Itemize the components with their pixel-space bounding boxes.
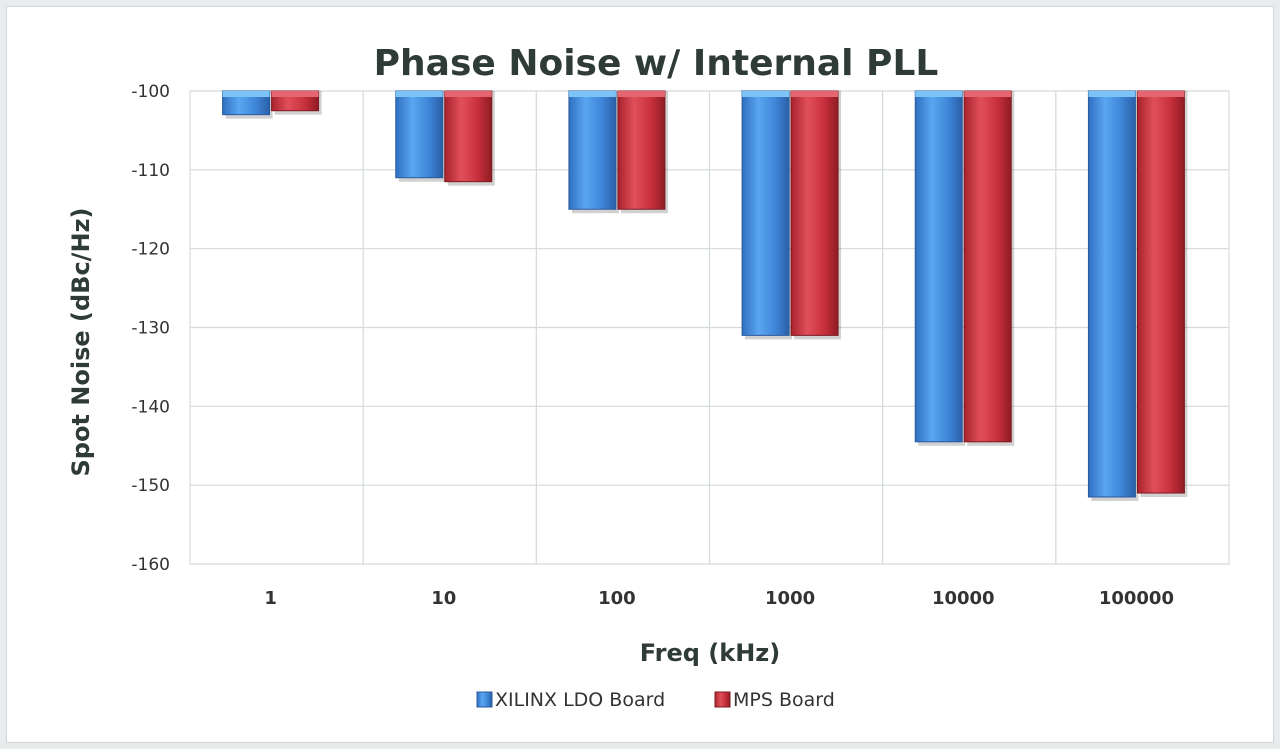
bar bbox=[568, 90, 617, 210]
bar-xilinx-10000 bbox=[914, 90, 966, 446]
x-tick-label: 10 bbox=[431, 588, 456, 609]
bar-mps-1000 bbox=[790, 90, 842, 340]
legend: XILINX LDO Board MPS Board bbox=[476, 689, 835, 711]
x-tick-label: 1000 bbox=[765, 588, 815, 609]
bar bbox=[617, 90, 666, 210]
bar-xilinx-100000 bbox=[1087, 90, 1139, 501]
bar-top-cap bbox=[222, 91, 270, 97]
bar-mps-1 bbox=[271, 90, 322, 115]
bar-mps-100 bbox=[617, 90, 668, 214]
bar bbox=[395, 90, 444, 179]
x-tick-label: 100000 bbox=[1099, 588, 1174, 609]
bar-mps-10000 bbox=[963, 90, 1015, 446]
y-tick-label: -110 bbox=[131, 161, 170, 181]
legend-swatch bbox=[476, 691, 493, 708]
y-tick-label: -140 bbox=[131, 397, 170, 417]
legend-label: MPS Board bbox=[733, 689, 835, 711]
chart-canvas: Phase Noise w/ Internal PLL -100 -110 -120… bbox=[67, 43, 1230, 711]
bar-top-cap bbox=[915, 91, 963, 97]
y-axis-ticks: -100 -110 -120 -130 -140 -150 -160 bbox=[131, 82, 170, 575]
legend-label: XILINX LDO Board bbox=[495, 689, 665, 711]
y-tick-label: -100 bbox=[131, 82, 170, 102]
plot-grid bbox=[189, 90, 1230, 565]
chart-frame: Phase Noise w/ Internal PLL -100 -110 -120… bbox=[6, 6, 1274, 743]
bar bbox=[444, 90, 493, 183]
bar-top-cap bbox=[1137, 91, 1185, 97]
y-axis-label: Spot Noise (dBc/Hz) bbox=[67, 208, 95, 477]
bars bbox=[222, 90, 1188, 501]
bar-top-cap bbox=[742, 91, 790, 97]
bar-mps-100000 bbox=[1136, 90, 1188, 498]
bar-mps-10 bbox=[444, 90, 495, 186]
bar-top-cap bbox=[395, 91, 443, 97]
y-tick-label: -160 bbox=[131, 555, 170, 575]
bar-top-cap bbox=[1088, 91, 1136, 97]
bar-top-cap bbox=[791, 91, 839, 97]
x-tick-label: 10000 bbox=[932, 588, 995, 609]
chart-title: Phase Noise w/ Internal PLL bbox=[374, 43, 939, 84]
legend-swatch bbox=[714, 691, 731, 708]
x-tick-label: 1 bbox=[264, 588, 277, 609]
bar-top-cap bbox=[617, 91, 665, 97]
bar-top-cap bbox=[964, 91, 1012, 97]
legend-item-mps: MPS Board bbox=[714, 689, 835, 711]
bar bbox=[741, 90, 790, 336]
bar-xilinx-100 bbox=[568, 90, 619, 214]
bar-xilinx-1 bbox=[222, 90, 273, 119]
y-tick-label: -150 bbox=[131, 476, 170, 496]
bar-top-cap bbox=[271, 91, 319, 97]
x-axis-label: Freq (kHz) bbox=[640, 639, 780, 667]
bar-xilinx-10 bbox=[395, 90, 446, 182]
bar-xilinx-1000 bbox=[741, 90, 793, 340]
y-tick-label: -130 bbox=[131, 319, 170, 339]
bar bbox=[914, 90, 963, 443]
bar bbox=[1136, 90, 1185, 494]
legend-item-xilinx: XILINX LDO Board bbox=[476, 689, 665, 711]
bar-top-cap bbox=[568, 91, 616, 97]
bar bbox=[1087, 90, 1136, 498]
x-tick-label: 100 bbox=[598, 588, 636, 609]
y-tick-label: -120 bbox=[131, 240, 170, 260]
bar bbox=[790, 90, 839, 336]
x-axis-ticks: 1 10 100 1000 10000 100000 bbox=[264, 588, 1174, 609]
bar-top-cap bbox=[444, 91, 492, 97]
bar bbox=[963, 90, 1012, 443]
